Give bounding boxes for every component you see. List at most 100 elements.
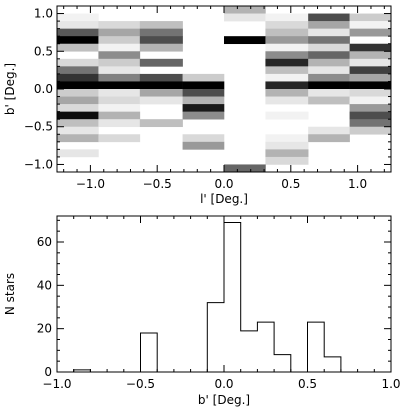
density-cell bbox=[57, 96, 99, 105]
density-cell bbox=[182, 73, 225, 82]
density-cell bbox=[308, 73, 350, 82]
density-cell bbox=[265, 66, 309, 75]
density-cell bbox=[265, 43, 309, 52]
x-tick-label: 0.0 bbox=[214, 177, 233, 191]
density-cell bbox=[139, 73, 183, 82]
density-cell bbox=[349, 126, 392, 135]
density-cell bbox=[265, 96, 309, 105]
density-cell bbox=[139, 89, 183, 97]
density-cell bbox=[98, 134, 141, 143]
density-cell bbox=[349, 111, 392, 120]
density-cell bbox=[182, 89, 225, 97]
y-tick-label: 60 bbox=[37, 235, 52, 249]
density-cell bbox=[98, 111, 141, 120]
density-map-x-axis-label: l' [Deg.] bbox=[200, 192, 248, 206]
density-cell bbox=[139, 58, 183, 67]
density-cell bbox=[57, 36, 99, 45]
density-cell bbox=[98, 96, 141, 105]
density-cell bbox=[98, 21, 141, 29]
histogram-y-axis-label: N stars bbox=[3, 273, 17, 315]
density-cell bbox=[57, 134, 99, 143]
density-cell bbox=[139, 43, 183, 52]
density-cell bbox=[349, 66, 392, 75]
density-cell bbox=[265, 28, 309, 37]
density-cell bbox=[57, 149, 99, 158]
density-cell bbox=[98, 36, 141, 45]
density-cell bbox=[265, 36, 309, 45]
density-cell bbox=[139, 36, 183, 45]
density-cell bbox=[182, 104, 225, 112]
density-cell bbox=[57, 58, 99, 67]
density-cell bbox=[265, 73, 309, 82]
x-tick-label: −0.5 bbox=[143, 177, 172, 191]
density-cell bbox=[308, 13, 350, 22]
density-map-frame bbox=[56, 5, 392, 173]
y-tick-label: −0.5 bbox=[24, 120, 53, 134]
density-cell bbox=[182, 111, 225, 120]
density-cell bbox=[57, 66, 99, 75]
y-tick-label: 0.5 bbox=[34, 44, 53, 58]
density-cell bbox=[308, 134, 350, 143]
y-tick-label: 20 bbox=[37, 322, 52, 336]
histogram-frame bbox=[56, 215, 392, 373]
density-cells bbox=[57, 6, 392, 173]
density-cell bbox=[139, 28, 183, 37]
density-cell bbox=[265, 13, 309, 22]
density-cell bbox=[308, 28, 350, 37]
density-cell bbox=[308, 21, 350, 29]
histogram-panel: −1.0 −0.5 0.0 0.5 1.0 0 20 40 60 b' [Deg.] N sta… bbox=[3, 215, 401, 407]
density-cell bbox=[98, 119, 141, 128]
density-cell bbox=[139, 81, 183, 90]
y-tick-label: 0 bbox=[44, 365, 52, 379]
density-cell bbox=[308, 126, 350, 135]
density-cell bbox=[98, 104, 141, 112]
density-cell bbox=[224, 6, 266, 14]
x-tick-label: −1.0 bbox=[42, 377, 71, 391]
y-tick-label: 0.0 bbox=[34, 82, 53, 96]
density-cell bbox=[98, 73, 141, 82]
density-cell bbox=[98, 81, 141, 90]
x-tick-label: −1.0 bbox=[76, 177, 105, 191]
density-cell bbox=[265, 51, 309, 60]
density-cell bbox=[308, 66, 350, 75]
density-cell bbox=[98, 66, 141, 75]
density-cell bbox=[57, 111, 99, 120]
histogram-x-axis-label: b' [Deg.] bbox=[198, 393, 250, 407]
density-cell bbox=[139, 21, 183, 29]
density-cell bbox=[224, 13, 266, 22]
density-cell bbox=[139, 119, 183, 128]
y-tick-label: −1.0 bbox=[24, 157, 53, 171]
density-cell bbox=[349, 43, 392, 52]
density-cell bbox=[349, 73, 392, 82]
density-cell bbox=[57, 119, 99, 128]
density-cell bbox=[265, 156, 309, 165]
y-tick-label: 1.0 bbox=[34, 7, 53, 21]
density-map-y-axis-label: b' [Deg.] bbox=[3, 63, 17, 115]
density-cell bbox=[224, 164, 266, 173]
histogram-tick-labels: −1.0 −0.5 0.0 0.5 1.0 0 20 40 60 bbox=[37, 235, 401, 391]
density-cell bbox=[265, 81, 309, 90]
density-map-panel: −1.0 −0.5 0.0 0.5 1.0 −1.0 −0.5 0.0 0.5 1.0 l' [D… bbox=[3, 5, 392, 206]
histogram-step-line bbox=[73, 222, 342, 373]
density-cell bbox=[308, 58, 350, 67]
density-cell bbox=[57, 89, 99, 97]
density-cell bbox=[57, 104, 99, 112]
density-cell bbox=[57, 21, 99, 29]
density-cell bbox=[182, 134, 225, 143]
density-cell bbox=[182, 96, 225, 105]
density-cell bbox=[349, 21, 392, 29]
density-cell bbox=[308, 51, 350, 60]
density-cell bbox=[349, 119, 392, 128]
x-tick-label: 1.0 bbox=[348, 177, 367, 191]
density-cell bbox=[224, 36, 266, 45]
x-tick-label: 0.5 bbox=[281, 177, 300, 191]
x-tick-label: −0.5 bbox=[126, 377, 155, 391]
density-cell bbox=[308, 96, 350, 105]
density-cell bbox=[57, 28, 99, 37]
density-cell bbox=[57, 13, 99, 22]
density-cell bbox=[98, 51, 141, 60]
density-cell bbox=[308, 89, 350, 97]
x-tick-label: 0.0 bbox=[214, 377, 233, 391]
density-cell bbox=[57, 81, 99, 90]
